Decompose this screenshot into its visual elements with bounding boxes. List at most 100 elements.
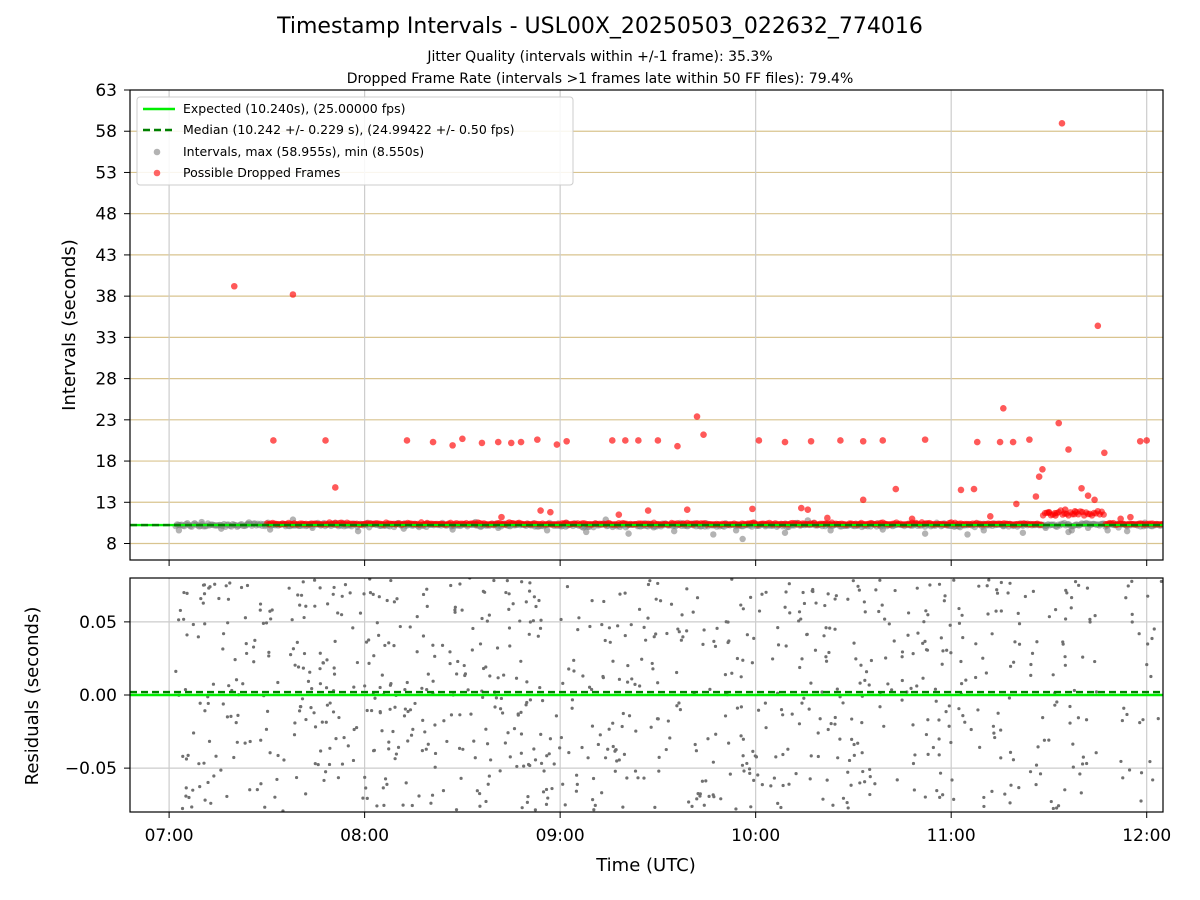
- dropped-frame-point: [403, 437, 411, 444]
- residual-point: [515, 764, 519, 769]
- residual-point: [184, 757, 189, 761]
- residual-point: [941, 793, 945, 797]
- residual-point: [232, 755, 236, 760]
- residual-point: [921, 676, 925, 680]
- residual-point: [526, 794, 530, 799]
- residual-point: [456, 659, 460, 664]
- residual-point: [320, 720, 324, 724]
- residual-point: [182, 590, 186, 595]
- residual-point: [1139, 771, 1144, 775]
- residual-point: [629, 623, 633, 627]
- residual-point: [735, 656, 740, 661]
- residual-point: [392, 644, 396, 648]
- residual-point: [1049, 799, 1053, 804]
- dropped-frame-point: [1035, 473, 1043, 481]
- residual-point: [636, 776, 640, 780]
- dropped-frame-point: [700, 431, 707, 438]
- dropped-frame-point: [331, 484, 339, 491]
- residual-point: [833, 597, 837, 601]
- residual-point: [494, 696, 498, 700]
- residual-point: [351, 758, 356, 763]
- y-tick-label: 48: [95, 205, 117, 225]
- residual-point: [990, 632, 994, 636]
- residual-point: [225, 794, 229, 799]
- residual-point: [202, 583, 207, 587]
- residual-point: [519, 732, 524, 736]
- residual-point: [976, 708, 980, 712]
- residual-point: [893, 588, 897, 593]
- residual-point: [361, 796, 365, 800]
- residual-point: [774, 755, 778, 759]
- residual-point: [1029, 673, 1033, 678]
- residual-point: [580, 745, 584, 750]
- residual-point: [712, 639, 716, 643]
- residual-point: [466, 688, 470, 692]
- residual-point: [184, 786, 188, 790]
- residual-point: [382, 803, 386, 807]
- residual-point: [828, 626, 832, 630]
- residual-point: [469, 712, 473, 716]
- residual-point: [851, 579, 855, 583]
- residual-point: [1121, 776, 1125, 780]
- residual-point: [287, 586, 291, 590]
- x-tick-label: 12:00: [1122, 826, 1171, 846]
- residual-point: [1139, 799, 1143, 803]
- residual-point: [391, 729, 395, 734]
- residual-point: [741, 737, 745, 741]
- residual-point: [243, 616, 248, 620]
- residual-point: [752, 778, 756, 782]
- residual-point: [362, 592, 366, 596]
- residual-point: [947, 724, 951, 728]
- residual-point: [1125, 712, 1129, 717]
- residual-point: [602, 599, 606, 604]
- residual-point: [864, 670, 869, 674]
- residual-point: [486, 782, 490, 786]
- residual-point: [506, 731, 510, 735]
- residual-point: [304, 717, 308, 722]
- residual-point: [368, 578, 372, 581]
- residual-point: [592, 808, 596, 812]
- dropped-frame-point: [1013, 500, 1020, 508]
- residual-point: [1088, 617, 1092, 621]
- residual-point: [887, 622, 891, 626]
- residual-point: [706, 737, 710, 741]
- residual-point: [235, 740, 239, 744]
- residual-point: [377, 595, 381, 599]
- dropped-frame-point: [270, 437, 277, 444]
- residual-point: [642, 776, 646, 780]
- residual-point: [787, 582, 791, 586]
- interval-point: [710, 531, 717, 538]
- residual-point: [539, 732, 543, 736]
- residual-point: [779, 805, 783, 810]
- residual-point: [333, 639, 337, 643]
- residual-point: [255, 788, 259, 792]
- residual-point: [693, 742, 697, 747]
- residual-point: [212, 774, 216, 778]
- residual-point: [343, 583, 348, 587]
- residual-point: [441, 789, 446, 793]
- residual-point: [650, 661, 654, 666]
- residual-point: [858, 781, 862, 785]
- residual-point: [291, 647, 296, 651]
- residual-point: [996, 711, 1000, 715]
- residual-point: [685, 629, 689, 633]
- residual-point: [797, 722, 802, 726]
- residual-point: [538, 626, 543, 630]
- residual-point: [358, 611, 363, 615]
- residual-point: [999, 756, 1003, 760]
- dropped-frame-rate-subtitle: Dropped Frame Rate (intervals >1 frames …: [346, 71, 854, 87]
- residual-point: [364, 786, 368, 790]
- residual-point: [999, 609, 1003, 613]
- residual-point: [675, 704, 679, 708]
- residual-point: [678, 708, 683, 712]
- residual-point: [756, 773, 760, 777]
- residual-point: [1122, 706, 1126, 710]
- residual-point: [760, 592, 764, 596]
- dropped-frame-point: [1100, 511, 1107, 518]
- residual-point: [1093, 613, 1097, 618]
- residual-point: [735, 706, 740, 710]
- dropped-frame-point: [837, 437, 844, 444]
- legend-intervals-marker-icon: [153, 148, 161, 156]
- residual-point: [1088, 620, 1092, 624]
- residual-point: [757, 609, 762, 613]
